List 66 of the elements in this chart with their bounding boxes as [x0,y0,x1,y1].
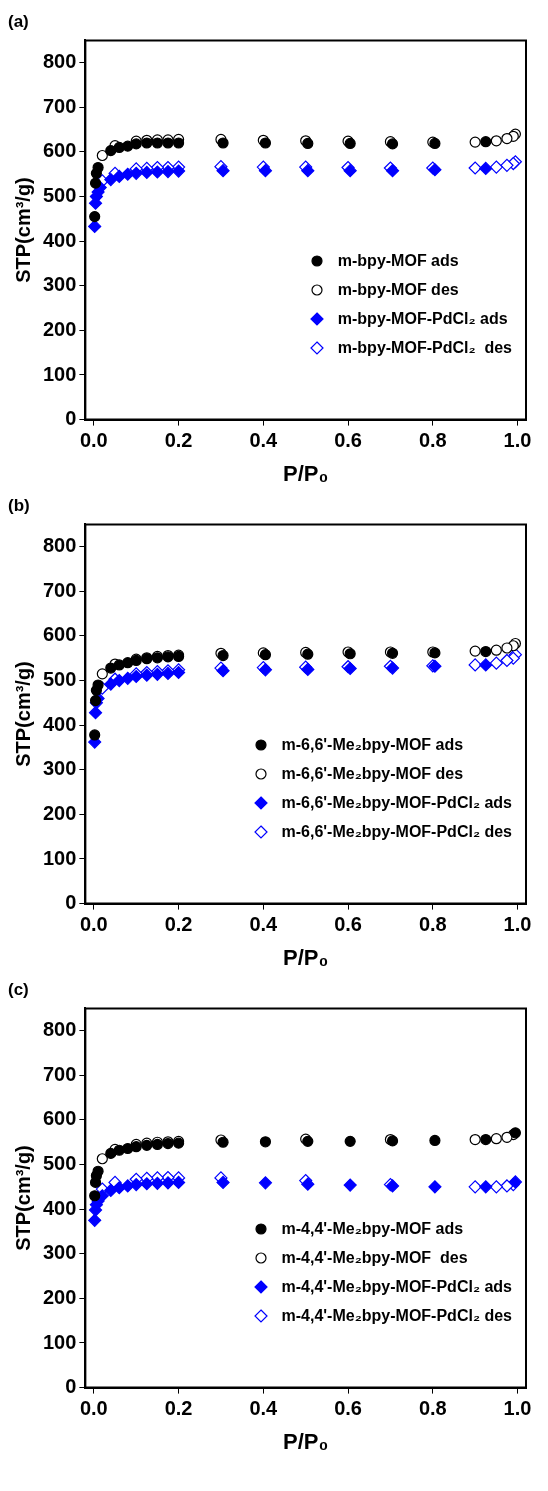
x-tick-label: 0.8 [418,1397,447,1420]
y-tick-label: 800 [42,1018,77,1041]
x-tick-label: 1.0 [503,1397,532,1420]
x-axis-title: P/P₀ [283,944,329,970]
x-tick-label: 0.8 [418,913,447,936]
y-tick-label: 700 [42,94,77,117]
y-axis-title: STP(cm³/g) [11,1145,34,1251]
y-axis-title: STP(cm³/g) [11,177,34,283]
x-tick-label: 0.2 [164,429,193,452]
y-axis-title: STP(cm³/g) [11,661,34,767]
y-tick-label: 100 [42,362,77,385]
legend-label: m-4,4'-Me₂bpy-MOF-PdCl₂ ads [281,1277,512,1296]
y-tick-label: 700 [42,578,77,601]
legend-label: m-6,6'-Me₂bpy-MOF-PdCl₂ ads [281,793,512,812]
legend-label: m-bpy-MOF-PdCl₂ ads [337,309,508,328]
x-tick-label: 0.6 [334,913,362,936]
y-tick-label: 300 [42,757,77,780]
y-tick-label: 200 [42,1285,77,1308]
x-tick-label: 0.6 [334,1397,362,1420]
y-tick-label: 600 [42,623,77,646]
chart-title: (a) [8,11,29,31]
legend-label: m-bpy-MOF ads [337,251,459,270]
x-tick-label: 0.2 [164,913,193,936]
y-tick-label: 500 [42,1152,77,1175]
legend-label: m-bpy-MOF des [337,280,459,299]
x-tick-label: 0.0 [79,429,108,452]
y-tick-label: 500 [42,184,77,207]
y-tick-label: 600 [42,1107,77,1130]
legend-label: m-6,6'-Me₂bpy-MOF des [281,764,464,783]
y-tick-label: 400 [42,228,77,251]
legend-label: m-6,6'-Me₂bpy-MOF-PdCl₂ des [281,822,512,841]
y-tick-label: 0 [65,1375,77,1398]
legend-label: m-4,4'-Me₂bpy-MOF-PdCl₂ des [281,1306,512,1325]
y-tick-label: 400 [42,1196,77,1219]
x-tick-label: 0.2 [164,1397,193,1420]
legend-label: m-bpy-MOF-PdCl₂ des [337,338,512,357]
legend-label: m-6,6'-Me₂bpy-MOF ads [281,735,464,754]
x-axis-title: P/P₀ [283,460,329,486]
y-tick-label: 100 [42,846,77,869]
x-tick-label: 0.4 [249,429,279,452]
x-tick-label: 0.4 [249,1397,279,1420]
y-tick-label: 400 [42,712,77,735]
y-tick-label: 300 [42,273,77,296]
x-tick-label: 0.0 [79,913,108,936]
y-tick-label: 0 [65,407,77,430]
x-tick-label: 0.0 [79,1397,108,1420]
x-tick-label: 0.4 [249,913,279,936]
y-tick-label: 800 [42,534,77,557]
y-tick-label: 800 [42,50,77,73]
y-tick-label: 300 [42,1241,77,1264]
y-tick-label: 200 [42,801,77,824]
x-tick-label: 0.6 [334,429,362,452]
y-tick-label: 700 [42,1062,77,1085]
legend-label: m-4,4'-Me₂bpy-MOF ads [281,1219,464,1238]
chart-title: (b) [8,495,30,515]
chart-title: (c) [8,979,29,999]
y-tick-label: 100 [42,1330,77,1353]
y-tick-label: 500 [42,668,77,691]
legend-label: m-4,4'-Me₂bpy-MOF des [281,1248,468,1267]
x-tick-label: 0.8 [418,429,447,452]
x-tick-label: 1.0 [503,429,532,452]
y-tick-label: 200 [42,317,77,340]
y-tick-label: 600 [42,139,77,162]
x-axis-title: P/P₀ [283,1428,329,1454]
x-tick-label: 1.0 [503,913,532,936]
y-tick-label: 0 [65,891,77,914]
